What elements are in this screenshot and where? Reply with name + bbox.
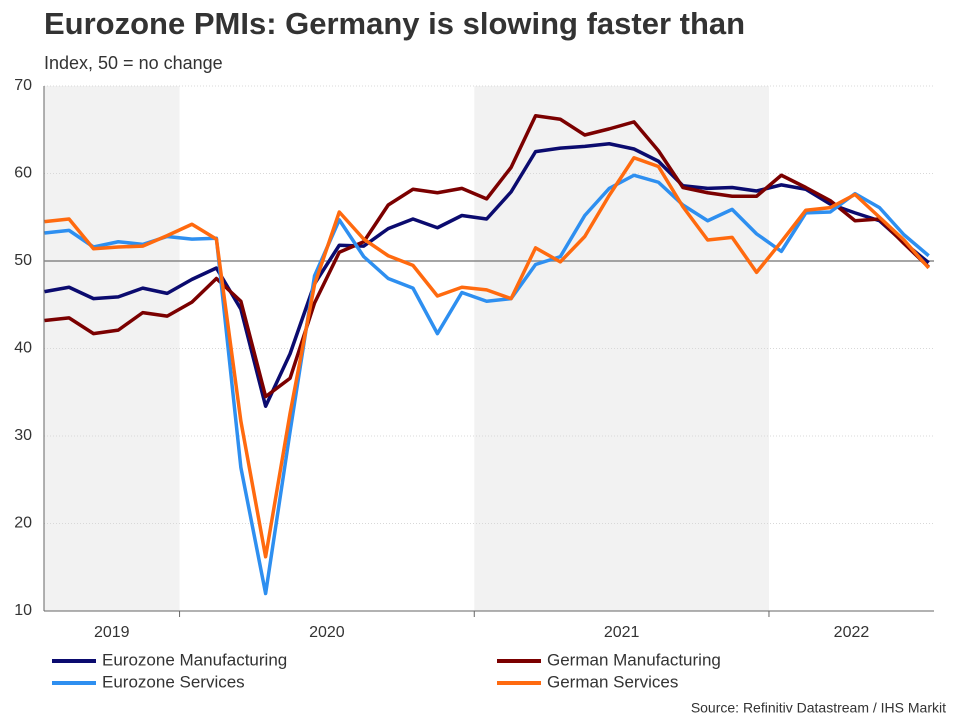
chart-subtitle: Index, 50 = no change — [44, 53, 223, 73]
legend-label: Eurozone Manufacturing — [102, 650, 287, 669]
series-line — [44, 156, 931, 559]
x-tick-label: 2020 — [309, 624, 345, 641]
period-band — [44, 86, 180, 611]
source: Source: Refinitiv Datastream / IHS Marki… — [691, 700, 946, 716]
series-line — [44, 114, 930, 399]
y-tick-label: 50 — [14, 252, 32, 269]
y-tick-label: 10 — [14, 602, 32, 619]
x-tick-label: 2021 — [604, 624, 640, 641]
series-line — [44, 173, 930, 596]
x-tick-label: 2022 — [834, 624, 870, 641]
x-tick-label: 2019 — [94, 624, 130, 641]
legend-label: German Services — [547, 672, 678, 691]
y-tick-label: 70 — [14, 77, 32, 94]
legend-label: German Manufacturing — [547, 650, 721, 669]
legend-label: Eurozone Services — [102, 672, 245, 691]
series-line — [44, 142, 930, 408]
chart-title: Eurozone PMIs: Germany is slowing faster… — [44, 6, 745, 41]
y-tick-label: 30 — [14, 427, 32, 444]
y-tick-label: 20 — [14, 515, 32, 532]
y-tick-label: 60 — [14, 165, 32, 182]
y-tick-label: 40 — [14, 340, 32, 357]
